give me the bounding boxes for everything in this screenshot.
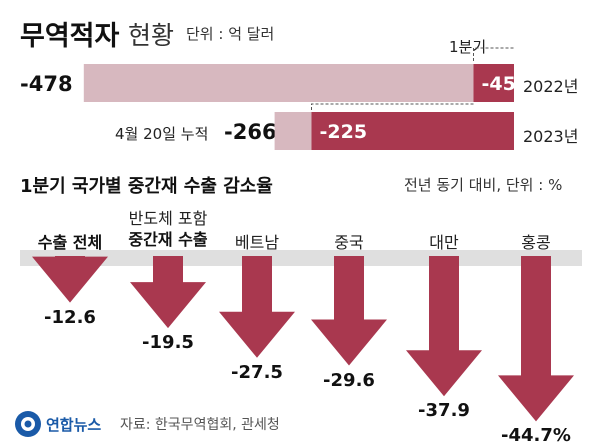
total-2022-label: -478 [20,72,73,96]
category-label-2: 반도체 포함 중간재 수출 [128,209,208,249]
q1-marker-label: 1분기 [449,38,487,56]
year-2023-label: 2023년 [523,127,579,146]
down-arrow-2 [130,256,206,329]
category-label-4: 중국 [334,233,364,252]
down-arrow-6 [498,256,574,422]
date-note: 4월 20일 누적 [115,125,209,143]
arrow-value-label-5: -37.9 [418,400,470,422]
main-title: 무역적자 [20,21,120,52]
down-arrow-5 [406,256,482,397]
category-label-3: 베트남 [234,233,280,252]
top-unit: 단위 : 억 달러 [186,25,275,43]
down-arrow-4 [311,256,387,366]
arrow-value-label-3: -27.5 [231,361,283,383]
arrow-value-label-4: -29.6 [323,369,375,391]
news-logo-icon [14,410,42,438]
total-bar-1 [83,64,515,102]
bottom-unit: 전년 동기 대비, 단위 : % [404,176,563,194]
source-note: 자료: 한국무역협회, 관세청 [120,417,280,433]
q1-bracket-top [473,47,514,61]
category-label-1: 수출 전체 [37,233,103,252]
news-logo-text: 연합뉴스 [46,416,102,434]
year-2022-label: 2022년 [523,77,579,96]
arrow-value-label-2: -19.5 [142,332,194,354]
arrow-value-label-6: -44.7% [501,425,571,447]
q1-value-label-1: -45 [482,73,516,95]
category-label-6: 홍콩 [521,233,551,252]
total-2023-label: -266 [224,120,277,144]
q1-bar-1 [473,64,514,102]
bottom-title: 1분기 국가별 중간재 수출 감소율 [20,176,273,197]
category-label-5: 대만 [429,233,459,252]
arrow-value-label-1: -12.6 [44,306,96,328]
down-arrow-3 [219,256,295,358]
q1-bar-2 [311,112,514,150]
down-arrow-1 [32,256,108,303]
q1-bracket-connector [311,103,474,111]
main-title-suffix: 현황 [128,21,175,50]
q1-value-label-2: -225 [320,121,368,143]
